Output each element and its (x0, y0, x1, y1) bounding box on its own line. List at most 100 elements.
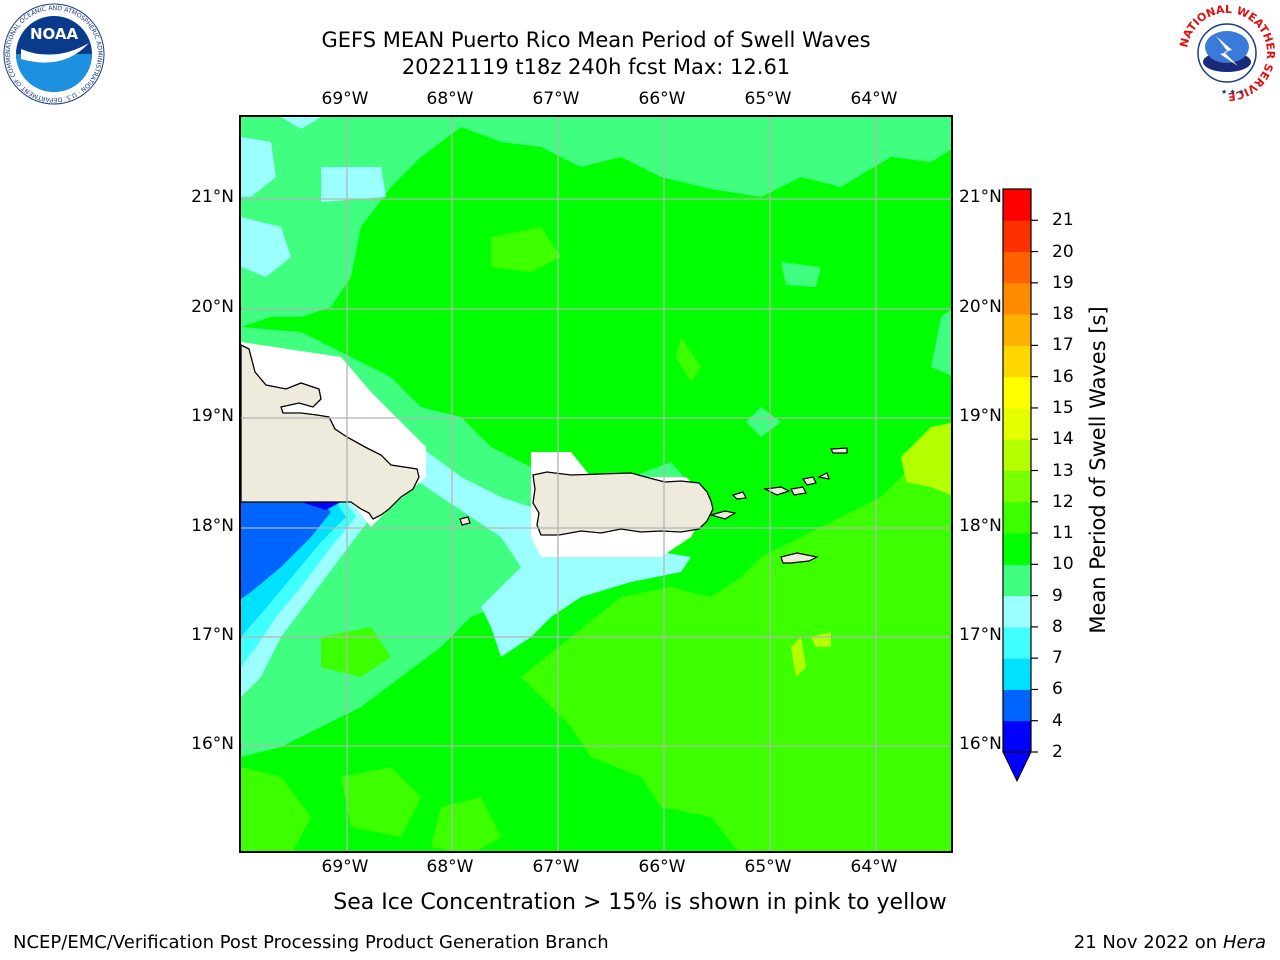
lon-label-top: 67°W (532, 89, 580, 109)
map-panel[interactable] (239, 115, 953, 853)
colorbar-segment (1003, 282, 1031, 315)
lat-label-right: 21°N (959, 187, 1002, 207)
colorbar-tick-label: 6 (1052, 679, 1063, 700)
lat-label-left: 20°N (191, 297, 234, 317)
svg-text:★ ★ ★: ★ ★ ★ (1221, 88, 1244, 96)
land-mona-island (459, 516, 471, 526)
colorbar-title: Mean Period of Swell Waves [s] (1086, 306, 1110, 634)
colorbar-segment (1003, 626, 1031, 659)
land-virgin-islands (830, 447, 848, 454)
colorbar-tick-label: 8 (1052, 616, 1063, 637)
colorbar-tick-label: 7 (1052, 648, 1063, 669)
lat-label-left: 17°N (191, 625, 234, 645)
colorbar-segment (1003, 720, 1031, 753)
land-puerto-rico (532, 471, 714, 536)
contour-band-9-10 (746, 407, 781, 437)
colorbar-tick-label: 19 (1052, 272, 1074, 293)
contour-band-12-13 (811, 632, 831, 647)
contour-band-11-12 (431, 797, 501, 851)
colorbar (1002, 188, 1038, 783)
colorbar-segment (1003, 345, 1031, 378)
plot-title: GEFS MEAN Puerto Rico Mean Period of Swe… (321, 28, 871, 52)
colorbar-segment (1003, 314, 1031, 346)
land-st-croix (780, 552, 819, 564)
nws-logo: NATIONAL WEATHER SERVICE ★ ★ ★ (1177, 3, 1277, 103)
lat-label-right: 18°N (959, 516, 1002, 536)
footer-date: 21 Nov 2022 on Hera (1074, 932, 1266, 953)
land-hispaniola (241, 344, 420, 520)
land-virgin-islands (708, 510, 737, 520)
land-virgin-islands (817, 472, 830, 480)
colorbar-segment (1003, 689, 1031, 722)
contour-band-11-12 (321, 627, 391, 677)
colorbar-tick-label: 17 (1052, 335, 1074, 356)
colorbar-segment (1003, 470, 1031, 503)
colorbar-tick-label: 14 (1052, 429, 1074, 450)
lon-label-top: 66°W (638, 89, 686, 109)
land-virgin-islands (802, 476, 817, 486)
lat-label-right: 16°N (959, 734, 1002, 754)
colorbar-segment (1003, 501, 1031, 534)
colorbar-tick-label: 2 (1052, 742, 1063, 762)
lat-label-left: 18°N (191, 516, 234, 536)
lon-label-bottom: 67°W (532, 857, 580, 877)
colorbar-tick-label: 18 (1052, 304, 1074, 325)
colorbar-tick-label: 12 (1052, 491, 1074, 512)
contour-band-11-12 (341, 767, 421, 837)
land-virgin-islands (762, 486, 791, 496)
noaa-logo-text: NOAA (30, 25, 79, 43)
lon-label-bottom: 66°W (638, 857, 686, 877)
contour-band-11-12 (676, 337, 701, 382)
colorbar-tick-label: 20 (1052, 241, 1074, 262)
colorbar-segment (1003, 564, 1031, 597)
colorbar-segment (1003, 376, 1031, 409)
lon-label-bottom: 69°W (321, 857, 369, 877)
contour-band-8-9 (321, 167, 386, 202)
noaa-logo: NATIONAL OCEANIC AND ATMOSPHERIC ADMINIS… (3, 3, 105, 105)
land-virgin-islands (790, 486, 807, 496)
colorbar-segment (1003, 251, 1031, 284)
colorbar-tick-label: 16 (1052, 366, 1074, 387)
contour-band-8-9 (241, 217, 291, 277)
lon-label-top: 68°W (426, 89, 474, 109)
lon-label-top: 65°W (744, 89, 792, 109)
contour-band-12-13 (791, 637, 806, 677)
colorbar-tick-label: 10 (1052, 554, 1074, 575)
colorbar-tick-label: 11 (1052, 523, 1074, 544)
plot-subtitle-forecast: 20221119 t18z 240h fcst Max: 12.61 (401, 55, 791, 79)
contour-band-11-12 (241, 767, 311, 851)
graticule (241, 117, 951, 851)
colorbar-segment (1003, 595, 1031, 628)
colorbar-segment (1003, 189, 1031, 221)
colorbar-segment (1003, 220, 1031, 253)
contour-band-9-10 (241, 117, 951, 327)
footer-machine: Hera (1222, 932, 1266, 953)
lat-label-right: 20°N (959, 297, 1002, 317)
lat-label-left: 21°N (191, 187, 234, 207)
colorbar-segment (1003, 439, 1031, 471)
lon-label-bottom: 64°W (850, 857, 898, 877)
lat-label-right: 19°N (959, 406, 1002, 426)
contour-band-8-9 (241, 137, 276, 197)
contour-band-12-13 (901, 422, 951, 496)
footer-date-text: 21 Nov 2022 on (1073, 932, 1218, 953)
lat-label-left: 16°N (191, 734, 234, 754)
colorbar-segment (1003, 658, 1031, 690)
lon-label-bottom: 65°W (744, 857, 792, 877)
lat-label-left: 19°N (191, 406, 234, 426)
contour-band-9-10 (781, 262, 821, 287)
contour-band-below-2 (301, 502, 341, 510)
contour-band-9-10 (931, 309, 951, 376)
contour-band-11-12 (491, 227, 561, 272)
lat-label-right: 17°N (959, 625, 1002, 645)
footer-credit: NCEP/EMC/Verification Post Processing Pr… (13, 932, 609, 953)
land-virgin-islands (731, 491, 747, 500)
swell-period-map (241, 117, 951, 851)
contour-band-2-4 (241, 502, 331, 599)
colorbar-extend-arrow (1002, 751, 1032, 783)
lon-label-top: 69°W (321, 89, 369, 109)
colorbar-tick-label: 13 (1052, 460, 1074, 481)
colorbar-tick-label: 4 (1052, 710, 1063, 731)
contour-band-8-9 (281, 117, 321, 129)
lon-label-top: 64°W (850, 89, 898, 109)
